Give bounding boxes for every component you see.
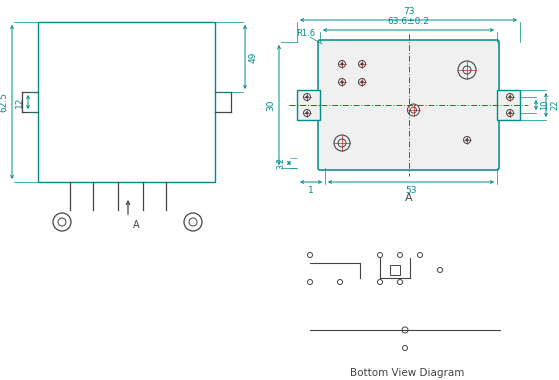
Text: 30: 30 <box>266 99 275 111</box>
Bar <box>297 90 320 120</box>
Circle shape <box>509 96 511 98</box>
Text: 3.2: 3.2 <box>276 157 285 169</box>
Text: 12: 12 <box>15 96 24 108</box>
Circle shape <box>509 112 511 114</box>
FancyBboxPatch shape <box>318 40 499 170</box>
Text: 1: 1 <box>308 186 314 195</box>
Circle shape <box>361 63 363 65</box>
Circle shape <box>341 81 343 83</box>
Bar <box>390 265 400 275</box>
Text: 49: 49 <box>249 51 258 63</box>
Text: 73: 73 <box>402 7 414 16</box>
Bar <box>38 22 215 182</box>
Text: Bottom View Diagram: Bottom View Diagram <box>350 368 465 378</box>
Bar <box>497 90 520 120</box>
Text: A: A <box>405 193 413 203</box>
Text: 53: 53 <box>405 186 417 195</box>
Circle shape <box>306 96 308 98</box>
Circle shape <box>306 112 308 114</box>
Text: 22: 22 <box>550 100 559 110</box>
Text: 10: 10 <box>540 100 549 110</box>
Text: 63.6±0.2: 63.6±0.2 <box>387 17 429 26</box>
Circle shape <box>361 81 363 83</box>
Text: 62.5: 62.5 <box>0 92 8 112</box>
Circle shape <box>341 63 343 65</box>
Text: A: A <box>133 220 140 230</box>
Text: R1.6: R1.6 <box>296 30 315 38</box>
Circle shape <box>466 139 468 141</box>
